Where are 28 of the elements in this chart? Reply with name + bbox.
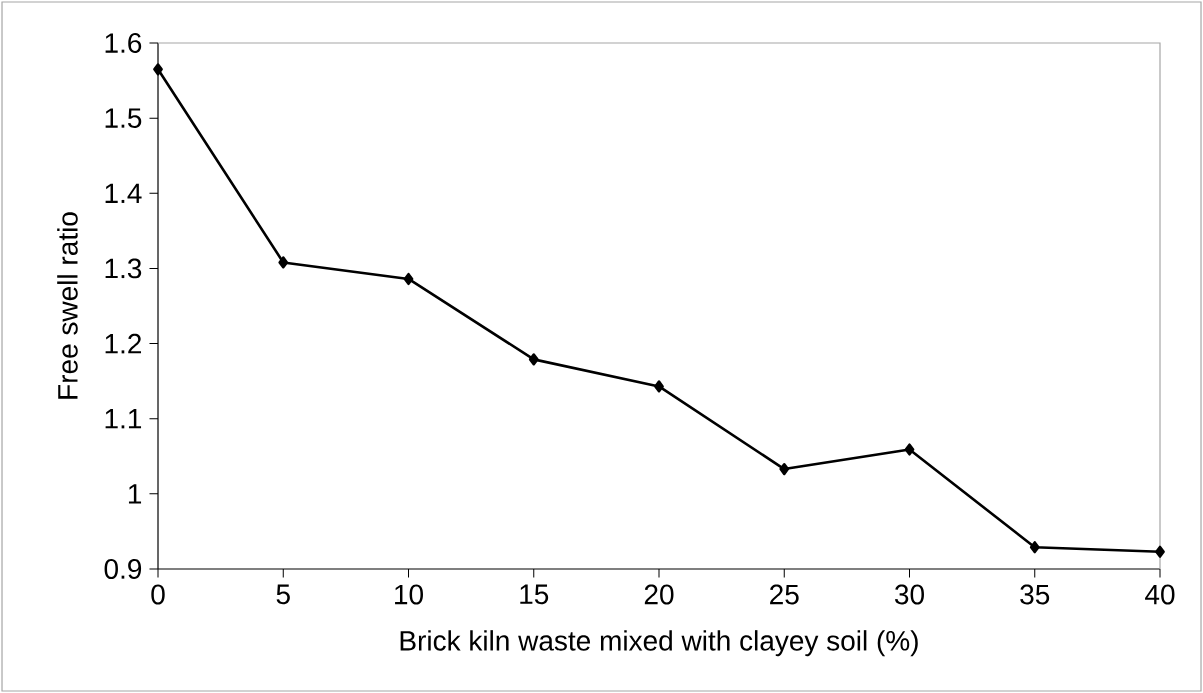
y-tick-label: 0.9 [104, 559, 142, 579]
x-tick-label: 10 [395, 584, 423, 605]
y-axis-title: Free swell ratio [57, 212, 78, 399]
y-tick-label: 1.1 [105, 409, 142, 429]
x-tick-label: 15 [520, 584, 549, 605]
point [528, 353, 539, 366]
point [779, 462, 790, 476]
y-tick-label: 1.3 [105, 258, 142, 279]
point [153, 63, 163, 76]
x-tick-label: 20 [644, 584, 674, 605]
point [403, 272, 414, 286]
y-tick-label: 1.6 [105, 33, 142, 53]
point [278, 256, 289, 269]
x-tick-label: 35 [1020, 584, 1050, 605]
point [1155, 545, 1165, 558]
y-tick-label: 1 [128, 484, 142, 504]
y-tick-label: 1.5 [105, 108, 142, 128]
x-tick-label: 0 [151, 584, 165, 605]
x-axis-title: Brick kiln waste mixed with clayey soil (%) [400, 630, 918, 657]
y-tick-label: 1.2 [105, 333, 142, 354]
point [654, 380, 664, 393]
point [1029, 541, 1040, 554]
point [904, 443, 915, 456]
x-tick-label: 5 [276, 584, 290, 605]
y-tick-label: 1.4 [105, 183, 142, 203]
x-tick-label: 40 [1145, 584, 1175, 605]
x-tick-label: 30 [895, 584, 924, 605]
x-tick-label: 25 [770, 584, 799, 605]
